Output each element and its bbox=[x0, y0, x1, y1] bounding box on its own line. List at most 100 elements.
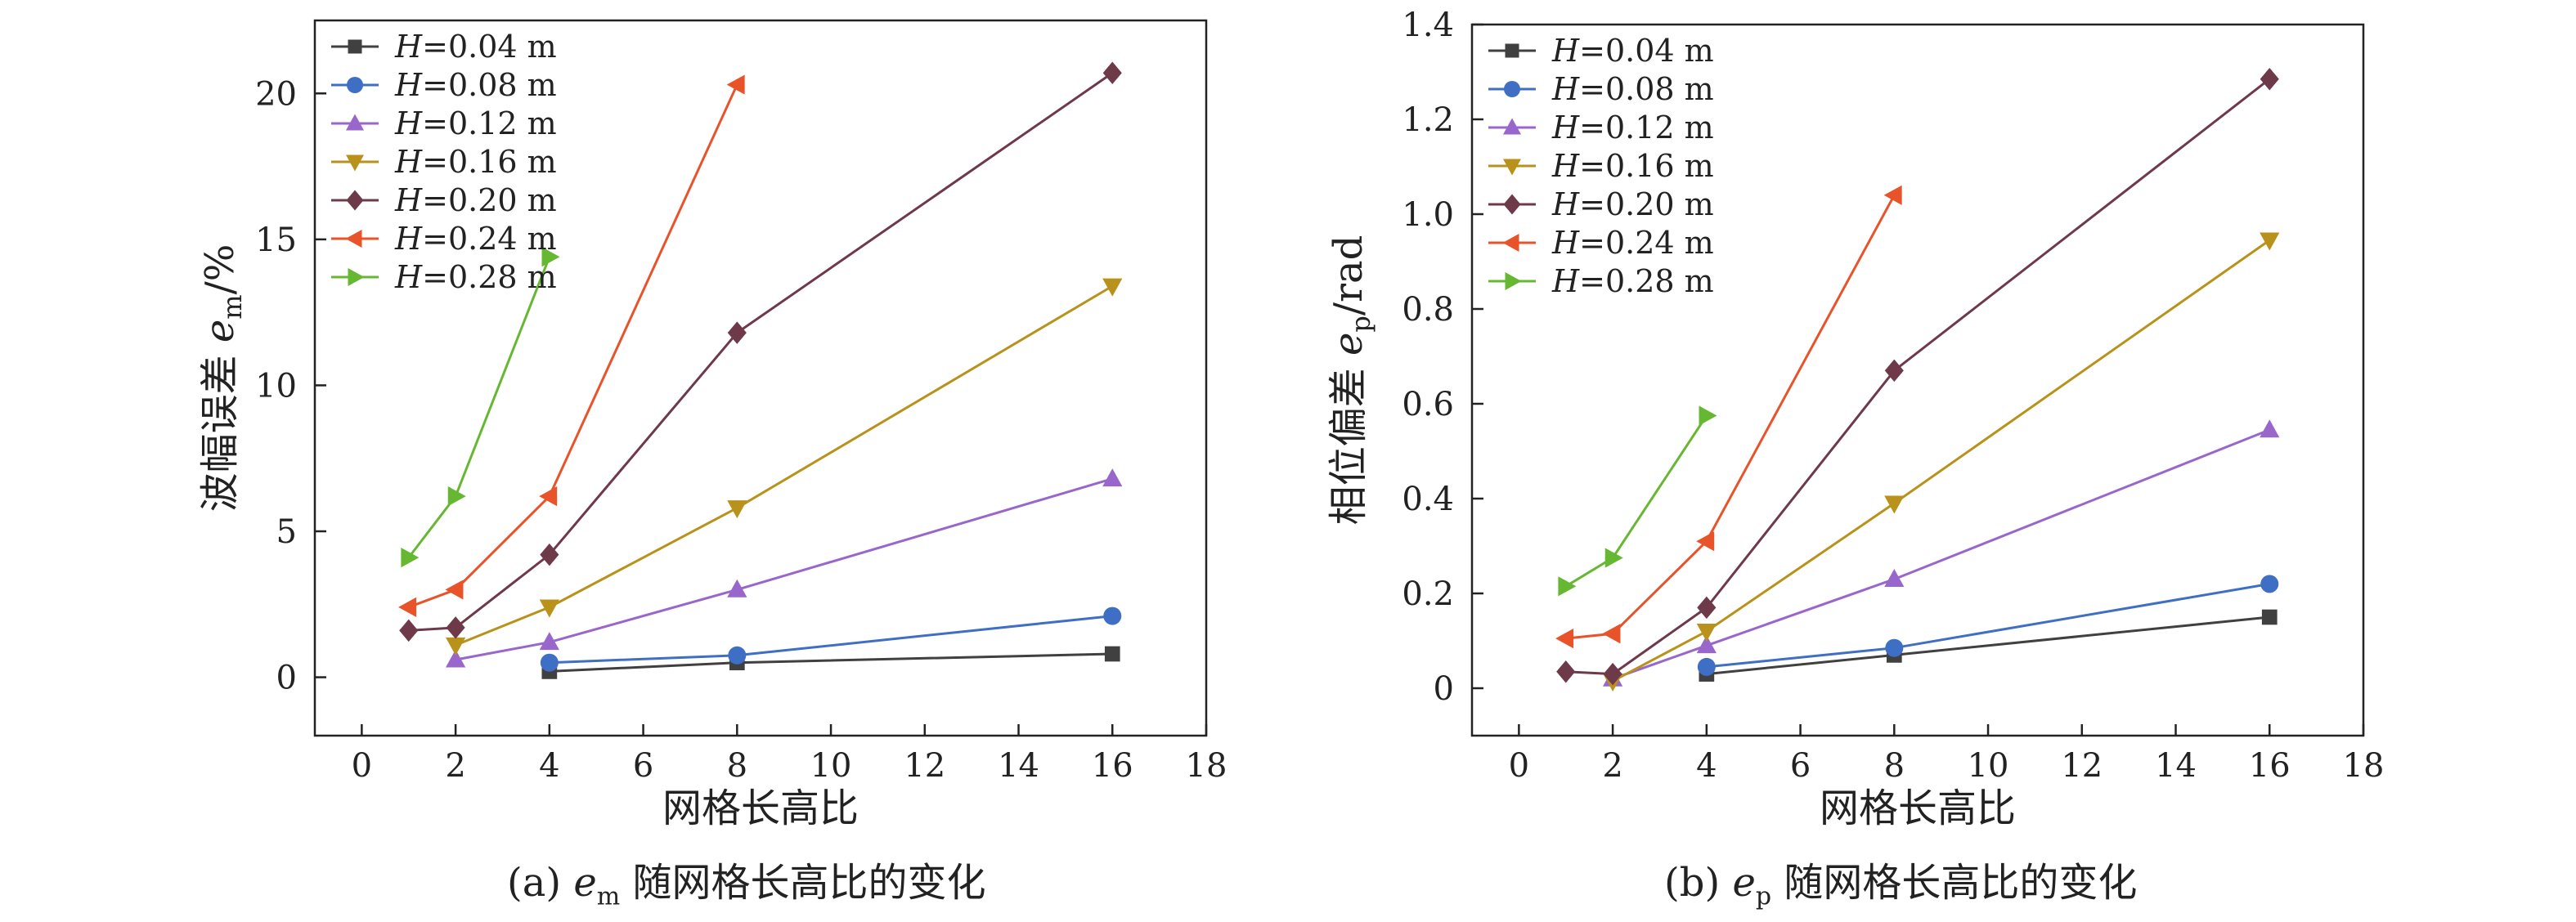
series-line bbox=[455, 284, 1114, 647]
data-point bbox=[1558, 576, 1577, 597]
x-tick-label: 8 bbox=[727, 747, 747, 785]
legend-marker bbox=[346, 114, 364, 131]
y-tick-label: 1.4 bbox=[1402, 7, 1454, 44]
legend-label: H=0.28 m bbox=[1551, 263, 1714, 299]
legend-marker bbox=[1503, 118, 1521, 135]
legend-label-var: H bbox=[1551, 263, 1580, 299]
plot-frame bbox=[313, 19, 1208, 737]
legend-label-value: =0.08 m bbox=[422, 67, 557, 103]
legend-label-value: =0.04 m bbox=[422, 29, 557, 65]
x-tick-label: 18 bbox=[2343, 747, 2385, 785]
data-point bbox=[1884, 495, 1905, 514]
legend-label: H=0.28 m bbox=[394, 259, 557, 295]
legend-marker bbox=[1505, 272, 1522, 290]
data-point bbox=[541, 247, 560, 267]
caption-b-var: e bbox=[1732, 860, 1756, 906]
y-tick-label: 15 bbox=[255, 222, 297, 259]
legend-label: H=0.04 m bbox=[1551, 33, 1714, 69]
data-point bbox=[446, 637, 466, 656]
x-tick-label: 2 bbox=[445, 747, 465, 785]
x-tick-label: 0 bbox=[1509, 747, 1529, 785]
legend-label-value: =0.24 m bbox=[422, 221, 557, 257]
legend-label: H=0.12 m bbox=[1551, 110, 1714, 145]
legend-label: H=0.08 m bbox=[1551, 71, 1714, 107]
data-point bbox=[445, 580, 464, 600]
caption-a-rest: 随网格长高比的变化 bbox=[620, 860, 986, 906]
y-tick-label: 5 bbox=[276, 513, 297, 551]
x-axis-label: 网格长高比 bbox=[1820, 785, 2016, 831]
y-axis-label: 波幅误差 em/% bbox=[197, 244, 248, 512]
y-axis-label-sub: m bbox=[217, 294, 248, 319]
chart-panel-1: 0 2 4 6 8 10 12 14 16 18 0 0.2 0.4 0.6 0.8 1.0 1.2 1.4 网格长… bbox=[1326, 7, 2384, 831]
x-tick-label: 2 bbox=[1602, 747, 1622, 785]
data-point bbox=[2260, 575, 2279, 593]
y-tick-label: 0.6 bbox=[1402, 386, 1454, 423]
legend-label: H=0.08 m bbox=[394, 67, 557, 103]
y-tick-label: 20 bbox=[255, 75, 297, 113]
legend-label-value: =0.04 m bbox=[1579, 33, 1714, 69]
caption-a: (a) em 随网格长高比的变化 bbox=[507, 850, 985, 911]
data-point bbox=[539, 486, 558, 507]
x-tick-label: 12 bbox=[904, 747, 945, 785]
data-point bbox=[1884, 359, 1904, 383]
data-point bbox=[2261, 609, 2278, 625]
legend-marker bbox=[1502, 234, 1519, 252]
data-point bbox=[540, 653, 559, 672]
y-tick-label: 0.2 bbox=[1402, 575, 1454, 613]
data-point bbox=[1102, 468, 1123, 487]
legend-label-var: H bbox=[394, 144, 423, 180]
data-point bbox=[1696, 635, 1717, 654]
y-tick-label: 0.4 bbox=[1402, 481, 1454, 518]
series-line bbox=[408, 83, 738, 609]
x-axis-label: 网格长高比 bbox=[662, 785, 859, 831]
legend-label-var: H bbox=[394, 29, 423, 65]
series-line bbox=[1565, 195, 1896, 640]
legend-label-value: =0.20 m bbox=[1579, 186, 1714, 222]
data-point bbox=[1697, 657, 1716, 676]
x-tick-label: 14 bbox=[2155, 747, 2197, 785]
legend-label-var: H bbox=[1551, 148, 1580, 184]
data-point bbox=[1103, 606, 1122, 625]
data-point bbox=[540, 543, 559, 566]
legend-label-var: H bbox=[394, 221, 423, 257]
plot-frame bbox=[1470, 23, 2365, 737]
legend-label-value: =0.12 m bbox=[1579, 110, 1714, 145]
data-point bbox=[1602, 624, 1621, 644]
data-point bbox=[1883, 185, 1902, 205]
legend-marker bbox=[345, 230, 362, 248]
caption-a-var: e bbox=[573, 860, 597, 906]
legend-marker bbox=[348, 39, 362, 54]
series-line bbox=[455, 477, 1113, 661]
data-point bbox=[726, 74, 745, 95]
legend-label-var: H bbox=[1551, 225, 1580, 261]
legend-label: H=0.20 m bbox=[394, 182, 557, 218]
y-axis-label-text: 波幅误差 bbox=[197, 342, 243, 512]
legend-label-value: =0.20 m bbox=[422, 182, 557, 218]
caption-a-prefix: (a) bbox=[507, 860, 574, 906]
legend-label: H=0.12 m bbox=[394, 105, 557, 141]
legend-label-var: H bbox=[394, 105, 423, 141]
legend-label-value: =0.28 m bbox=[1579, 263, 1714, 299]
legend-label-var: H bbox=[394, 67, 423, 103]
series-line bbox=[1612, 428, 2270, 680]
x-tick-label: 4 bbox=[1696, 747, 1717, 785]
data-point bbox=[398, 597, 417, 617]
legend-label-value: =0.16 m bbox=[1579, 148, 1714, 184]
legend-marker bbox=[1504, 81, 1520, 97]
legend-label-value: =0.12 m bbox=[422, 105, 557, 141]
legend-label-value: =0.08 m bbox=[1579, 71, 1714, 107]
legend-label-value: =0.28 m bbox=[422, 259, 557, 295]
x-tick-label: 10 bbox=[810, 747, 852, 785]
y-tick-label: 1.2 bbox=[1402, 101, 1454, 139]
series-line bbox=[407, 256, 551, 559]
legend-marker bbox=[1503, 159, 1521, 176]
x-tick-label: 18 bbox=[1186, 747, 1227, 785]
data-point bbox=[727, 500, 747, 519]
data-point bbox=[1102, 278, 1123, 297]
legend-label-var: H bbox=[1551, 71, 1580, 107]
y-axis-label-var: e bbox=[197, 320, 243, 342]
caption-a-sub: m bbox=[596, 882, 621, 911]
y-axis-label: 相位偏差 ep/rad bbox=[1326, 235, 1376, 526]
data-point bbox=[446, 616, 465, 639]
